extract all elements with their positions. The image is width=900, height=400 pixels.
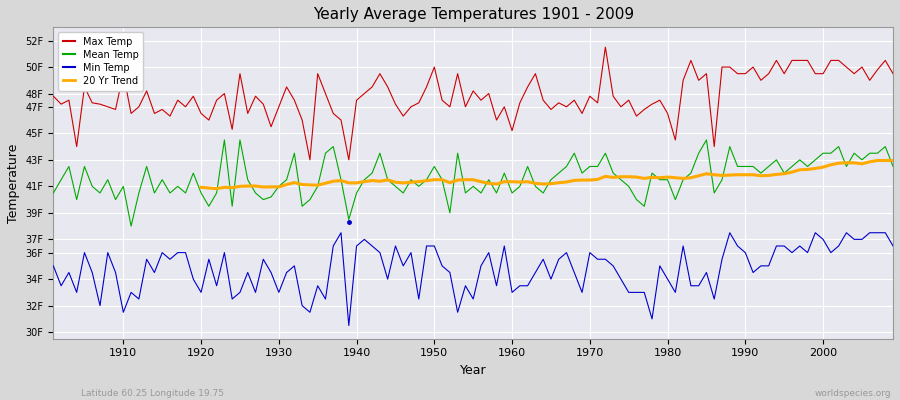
Legend: Max Temp, Mean Temp, Min Temp, 20 Yr Trend: Max Temp, Mean Temp, Min Temp, 20 Yr Tre… — [58, 32, 143, 91]
Text: Latitude 60.25 Longitude 19.75: Latitude 60.25 Longitude 19.75 — [81, 389, 224, 398]
Title: Yearly Average Temperatures 1901 - 2009: Yearly Average Temperatures 1901 - 2009 — [312, 7, 634, 22]
Y-axis label: Temperature: Temperature — [7, 143, 20, 223]
Text: worldspecies.org: worldspecies.org — [814, 389, 891, 398]
X-axis label: Year: Year — [460, 364, 487, 377]
